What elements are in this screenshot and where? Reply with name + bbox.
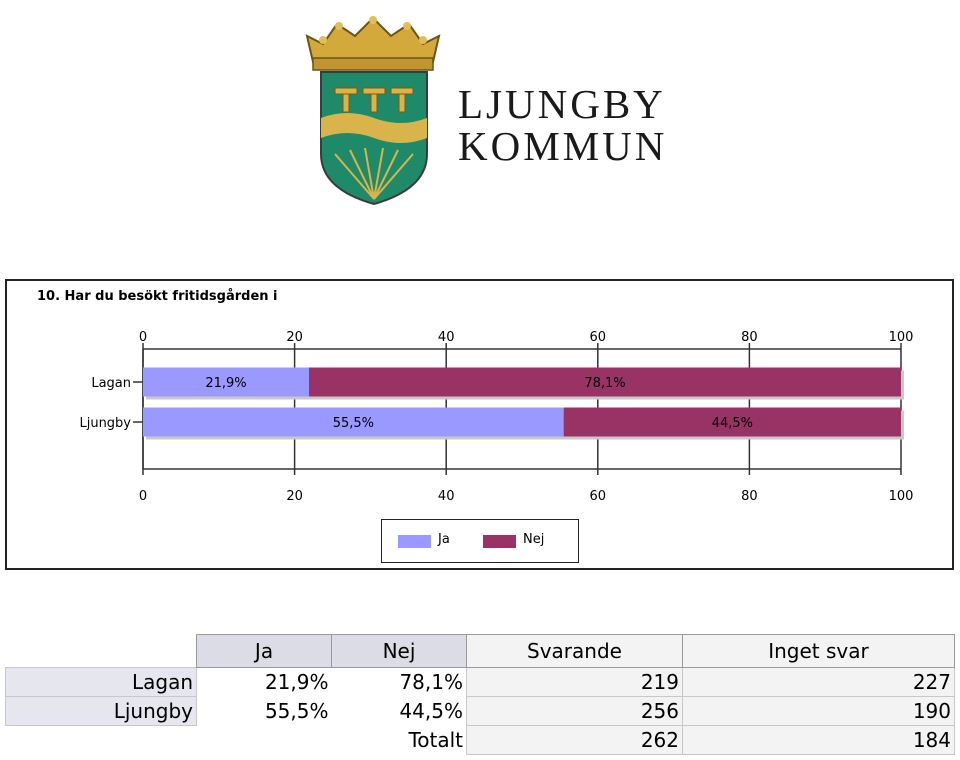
table-header-row: Ja Nej Svarande Inget svar [5,634,955,668]
bar-nej [563,407,901,437]
bar-ja [143,407,564,437]
tick-label-bottom: 40 [438,489,455,504]
table-row: Ljungby 55,5% 44,5% 256 190 [5,696,955,726]
bar-nej [309,367,901,397]
bar-ja [143,367,310,397]
chart-panel: 10. Har du besökt fritidsgården i 0 0 20 20… [5,279,954,570]
tick-label-top: 100 [889,330,914,345]
legend-label-ja: Ja [438,532,450,547]
tick-label-bottom: 60 [590,489,607,504]
tick-label-bottom: 80 [741,489,758,504]
category-label: Lagan [91,376,131,391]
cell-nej: 44,5% [331,696,467,726]
bar-chart: 0 0 20 20 40 40 60 60 80 80 100 100 Lagan 21,9% 78,1% L… [79,330,914,504]
logo-text-line2: KOMMUN [458,123,668,169]
legend-swatch-ja [398,535,431,548]
tick-label-bottom: 20 [286,489,303,504]
legend-label-nej: Nej [523,532,545,547]
cell-svarande: 256 [466,696,683,726]
results-table: Ja Nej Svarande Inget svar Lagan 21,9% 7… [5,634,955,755]
tick-label-bottom: 0 [139,489,147,504]
chart-title: 10. Har du besökt fritidsgården i [37,289,278,304]
header-inget-svar: Inget svar [682,634,955,668]
tick-label-top: 0 [139,330,147,345]
total-spacer [5,725,197,755]
data-label: 21,9% [205,376,246,391]
cell-inget-svar: 227 [682,667,955,697]
coat-of-arms-icon [305,16,441,206]
tick-label-bottom: 100 [889,489,914,504]
header-nej: Nej [331,634,467,668]
data-label: 55,5% [333,416,374,431]
tick-label-top: 60 [590,330,607,345]
cell-inget-svar: 190 [682,696,955,726]
category-label: Ljungby [79,416,131,431]
table-row: Lagan 21,9% 78,1% 219 227 [5,667,955,697]
total-inget-svar: 184 [682,725,955,755]
total-svarande: 262 [466,725,683,755]
row-label: Lagan [5,667,197,697]
row-label: Ljungby [5,696,197,726]
legend-swatch-nej [483,535,516,548]
total-label: Totalt [331,725,467,755]
tick-label-top: 20 [286,330,303,345]
logo-text-line1: LJUNGBY [458,81,666,127]
cell-ja: 55,5% [196,696,332,726]
cell-ja: 21,9% [196,667,332,697]
data-label: 78,1% [584,376,625,391]
table-total-row: Totalt 262 184 [5,725,955,755]
cell-svarande: 219 [466,667,683,697]
header-ja: Ja [196,634,332,668]
cell-nej: 78,1% [331,667,467,697]
total-spacer [196,725,332,755]
tick-label-top: 80 [741,330,758,345]
header-svarande: Svarande [466,634,683,668]
table-corner [5,634,197,668]
tick-label-top: 40 [438,330,455,345]
data-label: 44,5% [712,416,753,431]
chart-legend: Ja Nej [381,519,579,563]
